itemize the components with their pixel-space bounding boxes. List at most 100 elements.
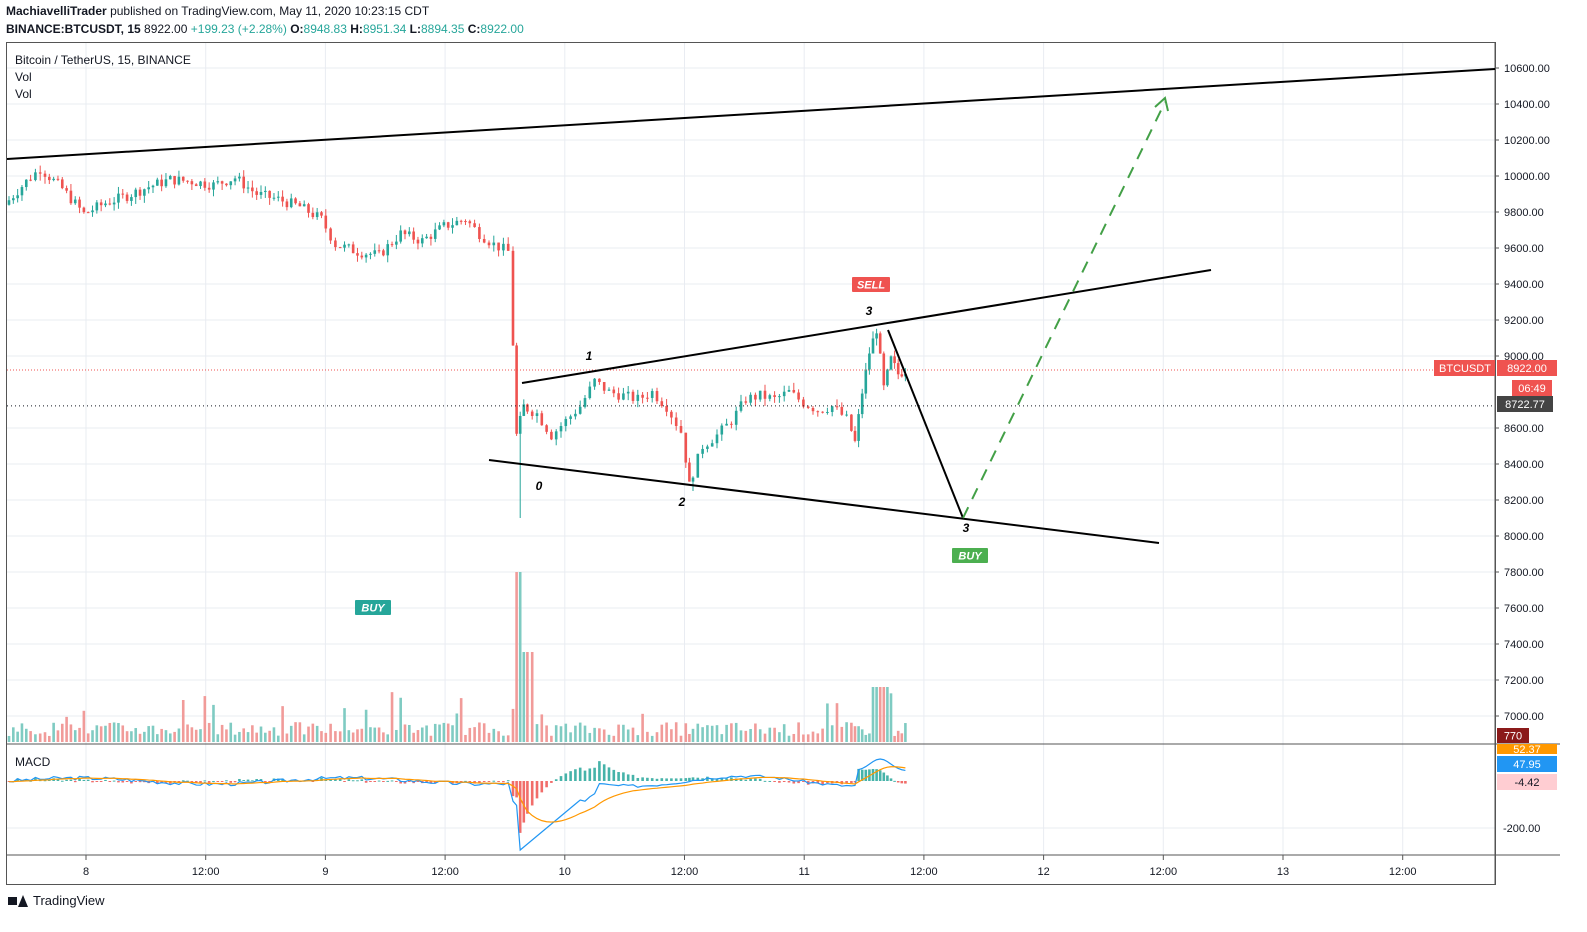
candle-body: [281, 196, 284, 202]
volume-bar: [464, 734, 467, 742]
volume-bar: [655, 732, 659, 742]
volume-bar: [7, 735, 11, 742]
candle-body: [758, 390, 762, 400]
candle-body: [720, 425, 724, 435]
candle-body: [875, 333, 878, 339]
volume-bar: [86, 733, 90, 742]
candle-body: [896, 363, 900, 375]
candle-body: [356, 253, 359, 256]
macd-histogram-bar: [878, 770, 882, 781]
volume-bar: [329, 723, 332, 742]
volume-bar: [216, 734, 220, 742]
candle-body: [364, 254, 368, 258]
y-tick-label: 8600.00: [1504, 423, 1544, 435]
macd-histogram-bar: [16, 778, 19, 781]
candle-body: [386, 244, 390, 256]
candle-body: [617, 393, 620, 400]
volume-bar: [674, 722, 678, 742]
macd-histogram-bar: [416, 781, 420, 782]
candle-body: [578, 406, 582, 414]
macd-histogram-bar: [674, 778, 678, 781]
volume-bar: [12, 727, 15, 742]
candle-body: [797, 392, 800, 400]
volume-bar: [143, 731, 146, 742]
candle-body: [850, 414, 853, 431]
candle-body: [147, 187, 150, 190]
macd-histogram-bar: [334, 779, 337, 781]
macd-histogram-bar: [338, 778, 342, 781]
candle-body: [403, 230, 407, 235]
macd-histogram-bar: [216, 781, 220, 782]
chart-legend-title: Bitcoin / TetherUS, 15, BINANCE: [15, 53, 191, 67]
volume-bar: [60, 723, 64, 742]
candle-body: [860, 393, 864, 415]
candle-body: [86, 212, 90, 214]
candle-body: [482, 238, 486, 243]
macd-histogram-bar: [492, 780, 496, 782]
macd-histogram-bar: [816, 781, 820, 784]
candle-body: [502, 243, 505, 251]
volume-bar: [425, 725, 428, 742]
author-name[interactable]: MachiavelliTrader: [6, 4, 107, 18]
volume-bar: [251, 725, 254, 742]
candle-body: [412, 231, 415, 240]
macd-histogram-bar: [821, 781, 824, 785]
current-price-label-bg: [1497, 360, 1557, 376]
volume-bar: [787, 735, 791, 742]
candle-body: [343, 244, 346, 248]
candle-body: [773, 395, 776, 397]
macd-histogram-bar: [373, 781, 377, 782]
volume-bar: [73, 730, 77, 742]
volume-bar: [840, 726, 844, 742]
macd-histogram-bar: [725, 778, 728, 781]
macd-histogram-bar: [875, 769, 878, 781]
wave-label: 0: [536, 479, 543, 493]
volume-bar: [706, 725, 709, 742]
candle-body: [117, 193, 120, 203]
candle-body: [670, 411, 673, 418]
macd-histogram-bar: [882, 772, 886, 781]
tradingview-logo-icon: [8, 894, 28, 907]
candle-body: [225, 183, 228, 186]
bar-countdown-label: 06:49: [1518, 383, 1546, 395]
macd-histogram-bar: [754, 778, 757, 781]
volume-bar: [138, 733, 142, 742]
volume-bar: [377, 727, 381, 742]
macd-histogram-bar: [569, 771, 572, 781]
histogram-value-label: -4.42: [1514, 777, 1539, 789]
published-text: published on TradingView.com, May 11, 20…: [110, 4, 430, 18]
candle-body: [272, 197, 276, 199]
projected-drop-line: [887, 329, 964, 519]
macd-histogram-bar: [792, 781, 796, 784]
candle-body: [715, 434, 719, 444]
candle-body: [631, 391, 635, 401]
macd-histogram-bar: [56, 779, 60, 781]
candle-body: [473, 223, 476, 228]
signal-value-label-bg: [1497, 744, 1557, 754]
macd-histogram-bar: [24, 779, 28, 781]
volume-bar: [48, 735, 51, 742]
candle-body: [787, 389, 791, 392]
volume-bar: [95, 725, 99, 742]
macd-histogram-bar: [104, 779, 107, 781]
candle-body: [622, 393, 625, 400]
macd-histogram-bar: [78, 779, 81, 781]
volume-bar: [646, 731, 649, 742]
candle-body: [251, 187, 254, 192]
candle-body: [710, 443, 714, 447]
macd-histogram-bar: [233, 781, 237, 783]
volume-bar: [438, 724, 441, 742]
volume-bar: [446, 723, 450, 742]
macd-histogram-bar: [190, 781, 194, 783]
macd-histogram-bar: [646, 777, 649, 781]
candle-body: [816, 411, 820, 413]
macd-histogram-bar: [181, 780, 185, 782]
volume-bar: [710, 725, 714, 742]
volume-bar: [853, 726, 857, 742]
candle-body: [900, 374, 904, 377]
x-tick-label: 13: [1277, 866, 1289, 878]
macd-value-label-bg: [1497, 756, 1557, 772]
y-tick-label: 9800.00: [1504, 207, 1544, 219]
tradingview-branding[interactable]: TradingView: [8, 893, 105, 908]
